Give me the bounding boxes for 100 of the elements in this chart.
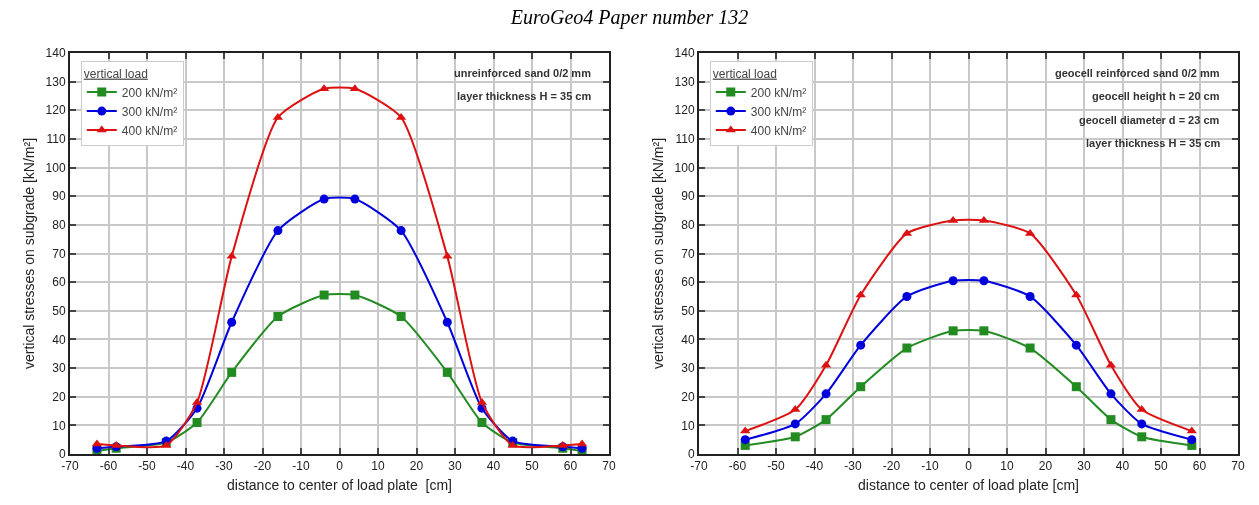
point	[350, 194, 360, 204]
y-tick-label: 50	[681, 303, 695, 318]
point	[1025, 343, 1035, 353]
x-axis-title: distance to center of load plate [cm]	[857, 477, 1080, 494]
legend-label: 200 kN/m²	[750, 85, 807, 100]
x-tick-label: -50	[767, 459, 785, 474]
x-tick-label: 30	[1077, 459, 1091, 474]
y-tick-label: 70	[681, 246, 695, 261]
x-tick-label: 70	[1231, 459, 1245, 474]
point	[979, 276, 989, 286]
y-tick-label: 100	[45, 160, 66, 175]
point	[948, 326, 958, 336]
point	[319, 194, 329, 204]
y-tick-label: 100	[674, 160, 695, 175]
point	[442, 317, 452, 327]
y-tick-label: 50	[52, 303, 66, 318]
x-tick-label: 0	[336, 459, 344, 474]
point	[442, 251, 453, 259]
x-tick-label: -10	[292, 459, 310, 474]
point	[273, 226, 283, 236]
x-tick-label: 30	[448, 459, 462, 474]
point	[821, 415, 831, 425]
x-tick-label: -40	[176, 459, 195, 474]
y-tick-label: 110	[675, 132, 695, 147]
point	[740, 426, 751, 434]
point	[902, 291, 912, 301]
point	[1137, 432, 1147, 442]
legend-title: vertical load	[712, 66, 777, 81]
x-tick-label: -30	[215, 459, 233, 474]
y-tick-label: 80	[681, 218, 695, 233]
y-tick-label: 90	[52, 189, 66, 204]
x-tick-label: -60	[99, 459, 118, 474]
y-tick-label: 60	[681, 275, 695, 290]
legend-label: 200 kN/m²	[121, 85, 178, 100]
y-tick-label: 20	[52, 389, 66, 404]
x-tick-label: 60	[1192, 459, 1207, 474]
point	[1186, 426, 1197, 434]
annotation: layer thickness H = 35 cm	[1086, 137, 1221, 149]
point	[740, 435, 750, 445]
point	[1071, 382, 1081, 392]
x-tick-label: 50	[1154, 459, 1168, 474]
point	[227, 367, 237, 377]
point	[790, 419, 800, 429]
x-tick-label: -70	[690, 459, 708, 474]
point	[192, 417, 202, 427]
x-tick-label: 20	[409, 459, 424, 474]
point	[1137, 419, 1147, 429]
annotation: geocell reinforced sand 0/2 mm	[1055, 67, 1220, 79]
point	[396, 312, 406, 322]
y-tick-label: 30	[52, 361, 66, 376]
x-tick-label: -70	[61, 459, 79, 474]
point	[948, 276, 958, 286]
legend-label: 300 kN/m²	[121, 104, 178, 119]
x-axis-title: distance to center of load plate [cm]	[227, 477, 452, 494]
point	[111, 440, 122, 448]
y-tick-label: 20	[681, 389, 695, 404]
point	[856, 382, 866, 392]
x-tick-label: 10	[371, 459, 385, 474]
legend-title: vertical load	[83, 66, 148, 81]
point	[442, 367, 452, 377]
point	[477, 417, 487, 427]
point	[902, 343, 912, 353]
point	[856, 340, 866, 350]
legend-label: 400 kN/m²	[750, 123, 807, 138]
annotation: layer thickness H = 35 cm	[457, 90, 592, 102]
x-tick-label: 40	[486, 459, 501, 474]
y-tick-label: 130	[45, 74, 66, 89]
y-tick-label: 0	[58, 447, 66, 462]
point	[1187, 435, 1197, 445]
x-tick-label: -30	[844, 459, 862, 474]
point	[1106, 389, 1116, 399]
x-tick-label: -40	[805, 459, 824, 474]
y-tick-label: 70	[52, 246, 66, 261]
point	[557, 440, 568, 448]
point	[1071, 340, 1081, 350]
x-tick-label: 60	[563, 459, 578, 474]
y-tick-label: 10	[681, 418, 695, 433]
x-tick-label: -10	[921, 459, 939, 474]
y-tick-label: 130	[674, 74, 695, 89]
point	[1106, 415, 1116, 425]
y-tick-label: 90	[681, 189, 695, 204]
y-tick-label: 0	[687, 447, 695, 462]
y-tick-label: 80	[52, 218, 66, 233]
y-tick-label: 40	[681, 332, 695, 347]
point	[319, 290, 329, 300]
y-tick-label: 110	[46, 132, 66, 147]
annotation: unreinforced sand 0/2 mm	[454, 67, 592, 79]
point	[1025, 291, 1035, 301]
y-axis-title: vertical stresses on subgrade [kN/m²]	[20, 137, 37, 370]
y-tick-label: 140	[45, 46, 66, 61]
x-tick-label: -50	[138, 459, 156, 474]
x-tick-label: 40	[1115, 459, 1130, 474]
y-tick-label: 120	[45, 103, 66, 118]
x-tick-label: -60	[728, 459, 747, 474]
y-tick-label: 60	[52, 275, 66, 290]
x-tick-label: 70	[602, 459, 616, 474]
x-tick-label: -20	[882, 459, 901, 474]
x-tick-label: -20	[253, 459, 272, 474]
y-tick-label: 30	[681, 361, 695, 376]
x-tick-label: 50	[525, 459, 539, 474]
